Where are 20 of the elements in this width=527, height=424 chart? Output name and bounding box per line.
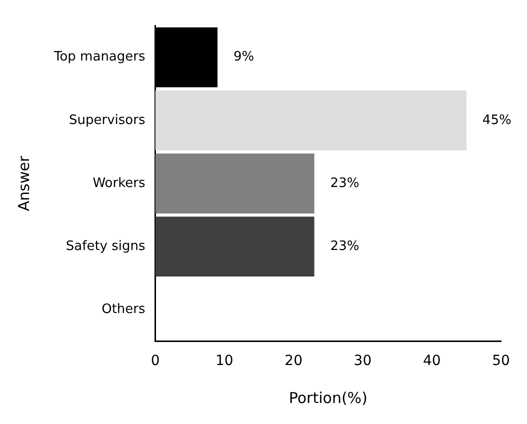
data-label: 9% <box>234 50 254 65</box>
bar <box>155 90 466 150</box>
x-axis-title: Portion(%) <box>288 388 368 407</box>
data-label: 23% <box>330 176 360 191</box>
x-tick-label: 10 <box>216 353 234 370</box>
bar <box>155 154 314 214</box>
y-tick-label: Top managers <box>52 50 146 65</box>
x-tick-label: 40 <box>422 353 441 370</box>
x-tick-label: 50 <box>492 353 510 370</box>
y-axis-title: Answer <box>14 155 33 212</box>
x-tick-label: 30 <box>354 353 372 370</box>
y-tick-label: Safety signs <box>66 238 146 254</box>
data-label: 45% <box>482 112 512 128</box>
x-tick-label: 20 <box>284 353 302 370</box>
y-tick-label: Supervisors <box>69 112 146 128</box>
x-tick-label: 0 <box>150 353 160 370</box>
bar <box>155 216 314 277</box>
data-label: 23% <box>330 238 360 254</box>
y-tick-label: Workers <box>92 176 146 191</box>
y-tick-label: Others <box>102 302 146 318</box>
